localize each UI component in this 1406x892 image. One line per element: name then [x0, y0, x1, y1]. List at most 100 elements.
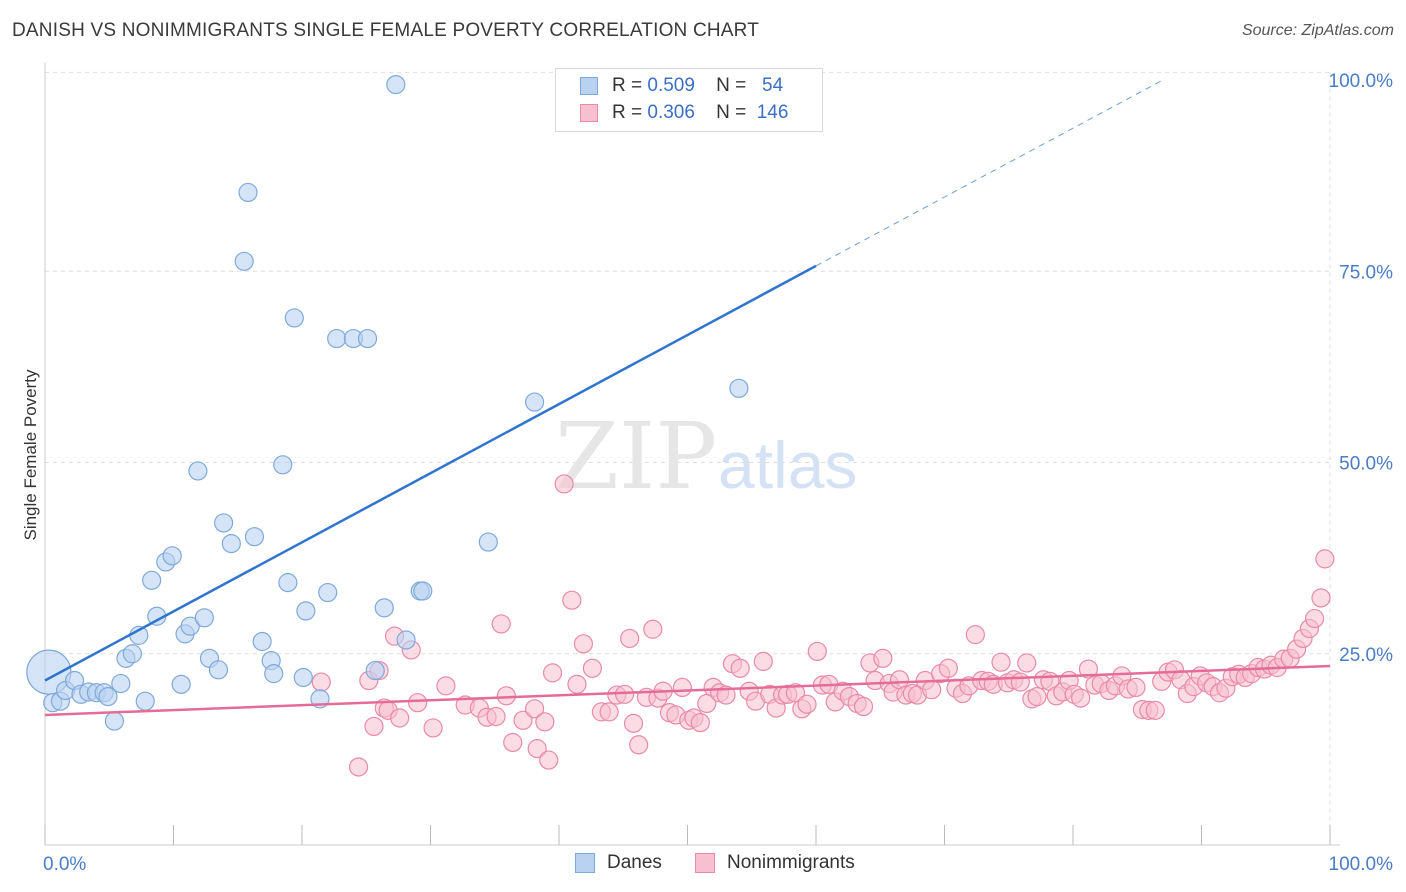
- tick-labels: 25.0% 50.0% 75.0% 100.0% 0.0% 100.0%: [43, 71, 1393, 875]
- danes-point-34: [264, 664, 284, 684]
- nonimmigrants-point-82: [922, 680, 942, 700]
- danes-point-15: [135, 691, 155, 711]
- nonimmigrants-point-27: [562, 590, 582, 610]
- danes-point-13: [122, 644, 142, 664]
- y-tick-label-3: 100.0%: [1329, 71, 1394, 92]
- nonimmigrants-point-63: [797, 694, 817, 714]
- danes-point-24: [194, 608, 214, 628]
- nonimmigrants-point-39: [643, 619, 663, 639]
- nonimmigrants-point-96: [1017, 653, 1037, 673]
- nonimmigrants-point-64: [807, 641, 827, 662]
- danes-point-30: [238, 182, 258, 203]
- nonimmigrants-point-8: [390, 708, 410, 728]
- danes-trend-line: [44, 264, 817, 682]
- nonimmigrants-point-32: [599, 702, 619, 722]
- danes-point-46: [374, 598, 394, 618]
- nonimmigrants-point-74: [873, 648, 893, 668]
- x-tick-label-1: 100.0%: [1329, 854, 1394, 875]
- nonimmigrants-point-51: [716, 685, 736, 705]
- nonimmigrants-point-92: [991, 652, 1011, 672]
- nonimmigrants-point-88: [965, 625, 985, 645]
- non-r-value: 0.306: [647, 102, 695, 123]
- nonimmigrants-point-11: [423, 718, 443, 738]
- nonimmigrants-point-141: [1304, 608, 1325, 629]
- nonimmigrants-point-143: [1315, 549, 1335, 569]
- bottom-danes-label: Danes: [607, 852, 662, 873]
- danes-point-41: [318, 582, 338, 603]
- nonimmigrants-point-36: [623, 713, 644, 733]
- stats-legend: R = 0.509 N = 54 R = 0.306 N = 146: [555, 68, 823, 132]
- nonimmigrants-point-24: [539, 750, 559, 770]
- nonimmigrants-point-19: [503, 732, 523, 753]
- bottom-nonimmigrants-swatch: [695, 853, 715, 873]
- nonimmigrants-point-37: [629, 735, 649, 755]
- nonimmigrants-point-84: [938, 658, 958, 678]
- bottom-nonimmigrants-label: Nonimmigrants: [727, 852, 855, 873]
- nonimmigrants-point-28: [567, 674, 587, 694]
- danes-point-32: [252, 631, 272, 652]
- y-tick-label-2: 75.0%: [1339, 262, 1393, 283]
- danes-point-11: [111, 673, 131, 694]
- danes-points: [26, 74, 749, 731]
- danes-point-42: [327, 328, 347, 349]
- danes-trend-extension: [815, 79, 1164, 267]
- nonimmigrants-point-142: [1311, 588, 1331, 608]
- nonimmigrants-points: [311, 474, 1335, 777]
- danes-point-38: [293, 667, 313, 688]
- nonimmigrants-point-18: [496, 686, 516, 706]
- danes-point-44: [357, 328, 378, 349]
- nonimmigrants-point-44: [672, 677, 692, 698]
- non-r-label: R =: [612, 102, 643, 123]
- nonimmigrants-point-22: [527, 739, 547, 759]
- nonimmigrants-point-105: [1071, 688, 1091, 708]
- nonimmigrants-swatch: [580, 104, 598, 122]
- danes-point-45: [365, 660, 385, 681]
- chart-title: DANISH VS NONIMMIGRANTS SINGLE FEMALE PO…: [12, 20, 760, 41]
- nonimmigrants-point-71: [853, 696, 874, 717]
- danes-point-37: [284, 308, 304, 328]
- nonimmigrants-point-56: [753, 651, 773, 672]
- nonimmigrants-point-98: [1027, 686, 1047, 707]
- nonimmigrants-point-113: [1126, 677, 1146, 698]
- danes-point-47: [386, 74, 406, 95]
- y-tick-label-0: 25.0%: [1339, 645, 1393, 666]
- danes-point-28: [221, 533, 241, 554]
- nonimmigrants-point-12: [436, 676, 456, 696]
- danes-point-39: [296, 601, 316, 621]
- danes-point-50: [413, 581, 433, 601]
- y-axis-label: Single Female Poverty: [21, 369, 40, 541]
- non-n-value: 146: [756, 102, 789, 123]
- danes-swatch: [580, 77, 598, 95]
- nonimmigrants-point-20: [513, 710, 533, 730]
- nonimmigrants-point-47: [690, 712, 710, 733]
- y-tick-label-1: 50.0%: [1339, 454, 1393, 475]
- danes-point-10: [104, 711, 124, 731]
- nonimmigrants-point-53: [730, 658, 750, 678]
- danes-point-20: [171, 674, 191, 694]
- bottom-danes-swatch: [575, 853, 595, 873]
- nonimmigrants-point-17: [491, 614, 511, 634]
- nonimmigrants-point-21: [524, 699, 545, 719]
- nonimmigrants-point-1: [348, 757, 369, 777]
- danes-point-51: [478, 532, 498, 552]
- danes-point-26: [208, 660, 229, 680]
- danes-point-23: [188, 461, 208, 481]
- source-label: Source: ZipAtlas.com: [1241, 22, 1394, 39]
- nonimmigrants-point-26: [554, 474, 574, 494]
- x-tick-label-0: 0.0%: [43, 854, 86, 875]
- danes-r-value: 0.509: [647, 75, 695, 96]
- watermark-atlas: atlas: [718, 428, 857, 502]
- danes-point-31: [244, 527, 265, 547]
- nonimmigrants-point-116: [1145, 700, 1165, 720]
- nonimmigrants-point-25: [542, 663, 563, 683]
- danes-point-36: [278, 573, 298, 593]
- nonimmigrants-point-35: [620, 628, 640, 649]
- nonimmigrants-point-30: [582, 658, 603, 678]
- trend-lines: [44, 79, 1331, 717]
- danes-point-9: [98, 686, 118, 707]
- danes-n-value: 54: [762, 75, 784, 96]
- nonimmigrants-point-23: [535, 712, 555, 732]
- danes-point-22: [180, 616, 200, 636]
- nonimmigrants-point-0: [311, 672, 331, 692]
